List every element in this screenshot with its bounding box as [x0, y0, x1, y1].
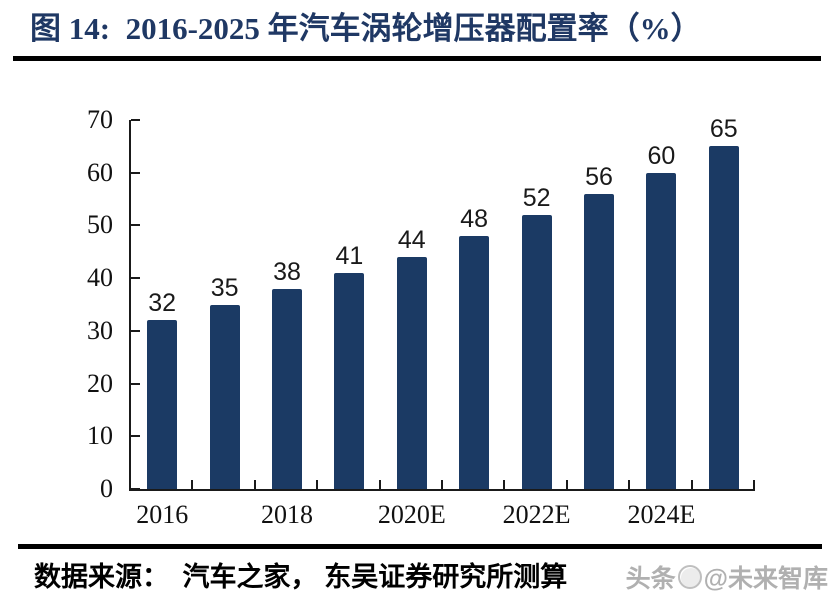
bar-value-label: 35	[210, 273, 239, 302]
bar-2024E	[646, 172, 677, 489]
watermark-logo-icon	[677, 565, 702, 589]
bar-chart: 0 10 20 30 40 50 60 70 32 35 38 41 44 48 52 56 60 65 2016 2…	[0, 66, 832, 544]
x-tick	[690, 480, 693, 489]
x-axis-label: 2018	[261, 500, 313, 529]
bar-value-label: 56	[585, 162, 613, 191]
x-tick	[191, 480, 194, 489]
x-axis-label: 2020E	[377, 500, 446, 529]
x-axis-label: 2016	[136, 500, 189, 529]
bar-value-label: 65	[709, 115, 738, 144]
bar-value-label: 44	[397, 226, 426, 255]
bar-2020E	[396, 257, 427, 489]
watermark: 头条 @未来智库	[626, 559, 828, 595]
y-axis-label: 30	[87, 315, 113, 345]
y-tick	[131, 224, 140, 227]
y-axis-label: 60	[87, 157, 113, 187]
bar-value-label: 48	[460, 204, 489, 233]
y-tick	[131, 382, 140, 385]
bar-2021E	[459, 235, 490, 489]
y-axis-label: 0	[100, 474, 113, 503]
bar-value-label: 52	[522, 183, 551, 212]
y-tick	[131, 435, 140, 438]
watermark-prefix: 头条	[625, 565, 676, 593]
y-axis-line	[129, 120, 131, 491]
figure-title: 图 14: 2016-2025 年汽车涡轮增压器配置率（%）	[30, 11, 702, 46]
x-tick	[441, 480, 443, 489]
data-source-text: 数据来源： 汽车之家， 东吴证券研究所测算	[34, 562, 568, 592]
bar-value-label: 38	[273, 257, 301, 286]
x-tick	[316, 480, 319, 489]
x-axis-line	[129, 489, 755, 491]
bar-2016	[147, 320, 178, 489]
y-tick	[131, 119, 140, 121]
y-axis-label: 40	[87, 263, 113, 293]
y-axis-label: 20	[87, 368, 113, 398]
y-tick	[131, 277, 140, 280]
y-tick	[131, 171, 140, 174]
footer-divider	[18, 544, 822, 549]
bar-2017	[209, 304, 240, 489]
x-tick	[565, 480, 568, 489]
x-tick	[503, 480, 506, 489]
y-axis-label: 10	[87, 421, 113, 451]
y-axis-label: 70	[87, 105, 113, 134]
y-tick	[131, 488, 140, 490]
y-tick	[131, 329, 140, 332]
x-tick	[628, 480, 631, 489]
bar-value-label: 41	[335, 241, 364, 270]
bar-2023E	[584, 193, 614, 489]
bar-2025E	[708, 146, 739, 489]
bar-value-label: 32	[148, 289, 177, 318]
footer: 数据来源： 汽车之家， 东吴证券研究所测算 头条 @未来智库	[0, 549, 832, 606]
title-divider	[13, 56, 821, 61]
x-axis-label: 2022E	[502, 500, 571, 529]
x-tick	[253, 480, 256, 489]
y-axis-label: 50	[87, 210, 113, 240]
bar-value-label: 60	[647, 141, 676, 170]
bar-2019	[334, 272, 365, 489]
watermark-name: @未来智库	[703, 565, 828, 593]
bar-2022E	[521, 214, 552, 489]
x-tick	[753, 480, 755, 489]
x-axis-label: 2024E	[627, 500, 696, 529]
x-tick	[378, 480, 381, 489]
bar-2018	[272, 288, 302, 489]
